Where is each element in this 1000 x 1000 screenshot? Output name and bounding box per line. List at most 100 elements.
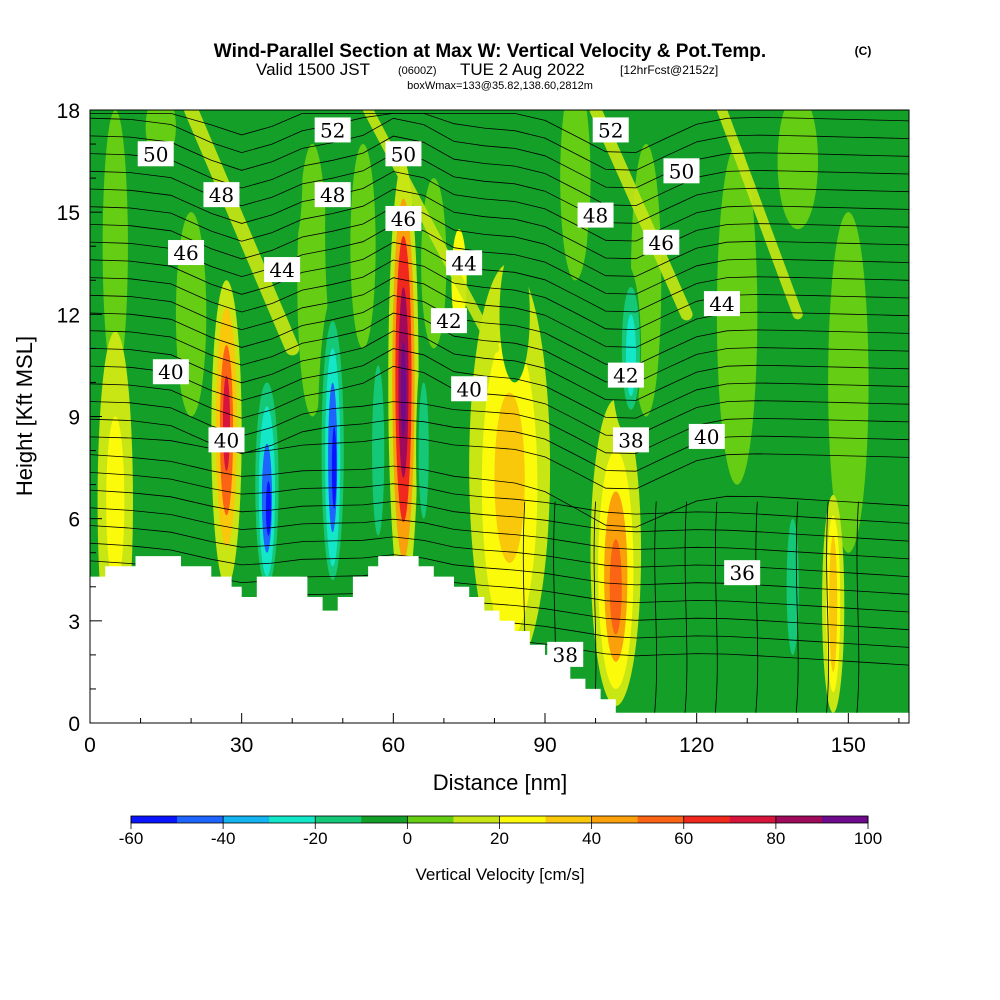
contour-label-box: [547, 641, 584, 667]
contour-label: 40: [208, 427, 245, 453]
contour-label-text: 50: [391, 142, 416, 166]
contour-label-text: 50: [143, 142, 168, 166]
colorbar-tick-label: 80: [766, 829, 785, 848]
colorbar-segment: [177, 816, 224, 823]
contour-label-text: 46: [173, 241, 198, 265]
contour-label-box: [451, 376, 488, 402]
x-tick-label: 150: [831, 734, 866, 757]
colorbar-tick-label: 60: [674, 829, 693, 848]
contour-label: 44: [264, 257, 301, 283]
contour-label-text: 52: [598, 118, 623, 142]
contour-label-text: 50: [669, 159, 694, 183]
y-tick-label: 12: [57, 304, 80, 327]
velocity-band: [589, 110, 693, 321]
colorbar-segment: [407, 816, 454, 823]
colorbar-segment: [453, 816, 500, 823]
contour-label-box: [446, 250, 483, 276]
contour-label: 42: [607, 362, 644, 388]
isentrope: [90, 188, 909, 260]
isentrope: [90, 489, 909, 542]
contour-label: 48: [577, 202, 614, 228]
x-tick-label: 60: [382, 734, 405, 757]
isentrope: [90, 312, 909, 384]
contour-label-text: 40: [158, 360, 183, 384]
x-tick-label: 0: [84, 734, 96, 757]
isentrope: [90, 472, 909, 524]
valid-line: Valid 1500 JST (0600Z) TUE 2 Aug 2022 [1…: [256, 60, 718, 79]
contour-label-box: [208, 427, 245, 453]
contour-label-box: [643, 229, 680, 255]
contour-label-text: 42: [436, 309, 461, 333]
contour-label: 40: [688, 423, 725, 449]
contour-label: 36: [724, 560, 761, 586]
chart-title: Wind-Parallel Section at Max W: Vertical…: [214, 41, 766, 62]
contour-label-text: 42: [613, 364, 638, 388]
isentrope: [90, 542, 909, 595]
contour-label-box: [430, 308, 467, 334]
contour-label: 48: [203, 182, 240, 208]
contour-label-text: 40: [694, 425, 719, 449]
colorbar-segment: [637, 816, 685, 823]
contour-label-text: 44: [709, 292, 734, 316]
isentrope: [90, 401, 909, 454]
terrain-mask: [90, 556, 909, 723]
velocity-region: [297, 144, 328, 417]
colorbar-segment: [775, 816, 823, 823]
velocity-region: [585, 195, 606, 400]
contour-label-text: 44: [451, 251, 476, 275]
x-tick-label: 90: [533, 734, 556, 757]
colorbar-label: Vertical Velocity [cm/s]: [415, 865, 584, 884]
valid-fcst: [12hrFcst@2152z]: [620, 63, 718, 77]
contour-label-box: [203, 182, 240, 208]
isentrope: [653, 501, 658, 723]
isentrope: [90, 454, 909, 528]
contour-label-box: [385, 205, 422, 231]
colorbar-segment: [545, 816, 593, 823]
y-tick-label: 6: [68, 509, 80, 532]
y-tick-label: 9: [68, 407, 80, 430]
isentrope: [90, 117, 909, 189]
contour-label-box: [607, 362, 644, 388]
contour-label-box: [385, 141, 422, 167]
colorbar-segment: [361, 816, 408, 823]
isentrope: [90, 560, 909, 613]
colorbar: -60 -40 -20 0 20 40 60 80 100: [119, 815, 882, 848]
colorbar-segment: [683, 816, 731, 823]
contour-label-box: [137, 141, 174, 167]
x-axis-label: Distance [nm]: [433, 770, 568, 795]
contour-label-box: [152, 359, 189, 385]
plot-area: 52 52 50 50 50 48 48 48 46 46 46 44 44 44 42 42 40 40 40 40…: [90, 110, 909, 723]
colorbar-segment: [131, 816, 178, 823]
valid-date: TUE 2 Aug 2022: [460, 60, 585, 79]
velocity-region: [400, 341, 406, 437]
contour-label: 38: [547, 641, 584, 667]
contour-label-text: 48: [209, 183, 234, 207]
title-mark: (C): [855, 44, 872, 58]
box-info: boxWmax=133@35.82,138.60,2812m: [407, 80, 593, 92]
isentrope: [90, 348, 909, 419]
contour-labels: 52 52 50 50 50 48 48 48 46 46 46 44 44 44 42 42 40 40 40 40…: [137, 117, 761, 667]
isentrope-lines: [90, 113, 909, 723]
contour-label-box: [264, 257, 301, 283]
isentrope: [90, 113, 909, 171]
velocity-region: [418, 382, 429, 519]
contour-label: 50: [137, 141, 174, 167]
isentrope: [713, 501, 718, 723]
isentrope: [794, 501, 799, 723]
y-tick-label: 18: [57, 100, 80, 123]
velocity-region: [609, 539, 622, 635]
isentrope: [90, 330, 909, 401]
isentrope: [90, 436, 909, 490]
velocity-region: [560, 110, 591, 281]
contour-label-text: 46: [391, 207, 416, 231]
isentrope: [90, 171, 909, 242]
contour-label: 46: [385, 205, 422, 231]
isentrope: [90, 206, 909, 277]
contour-label: 46: [643, 229, 680, 255]
velocity-region: [829, 535, 838, 672]
contour-label: 42: [430, 308, 467, 334]
colorbar-tick-label: 20: [490, 829, 509, 848]
velocity-region: [282, 110, 303, 247]
contour-label: 52: [314, 117, 351, 143]
isentrope: [754, 501, 759, 723]
